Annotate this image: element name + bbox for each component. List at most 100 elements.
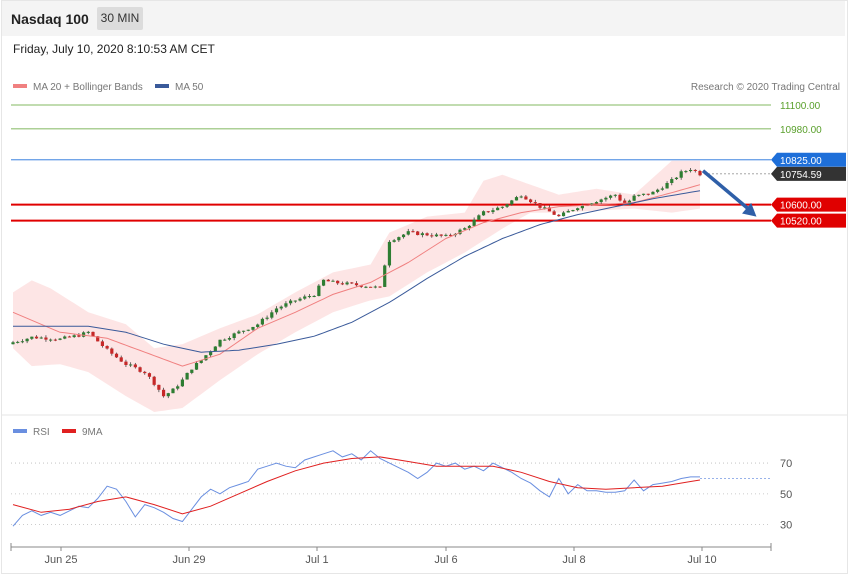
candle-body: [646, 193, 650, 195]
support-2-label-tag: [771, 213, 846, 228]
candle-body: [209, 351, 213, 356]
rsi-tick-label: 50: [780, 489, 792, 501]
candle-body: [138, 367, 142, 372]
candle-body: [241, 330, 246, 332]
candle-body: [604, 197, 608, 200]
candle-body: [114, 353, 119, 358]
candle-body: [392, 240, 396, 242]
candle-body: [274, 308, 279, 313]
candle-body: [618, 194, 622, 201]
candle-body: [25, 338, 29, 342]
candle-body: [340, 283, 344, 285]
candle-body: [670, 179, 674, 183]
candle-body: [608, 195, 613, 198]
candle-body: [533, 202, 537, 204]
candle-body: [143, 371, 147, 374]
candle-body: [157, 384, 161, 390]
candle-body: [246, 329, 250, 331]
candle-body: [467, 225, 472, 229]
candle-body: [336, 280, 340, 284]
instrument-title: Nasdaq 100: [11, 11, 89, 27]
candle-body: [444, 234, 448, 236]
candle-body: [91, 331, 95, 337]
candle-body: [44, 337, 48, 340]
candle-body: [561, 212, 566, 217]
candle-body: [180, 379, 184, 387]
candle-body: [674, 177, 679, 180]
candle-body: [53, 339, 57, 341]
ma20-legend-label: MA 20 + Bollinger Bands: [33, 82, 143, 93]
support-1-label: 10600.00: [780, 201, 822, 212]
rsi-legend-swatch: [13, 429, 27, 433]
candle-body: [317, 285, 321, 296]
rsi-line: [12, 450, 700, 527]
candle-body: [223, 339, 227, 341]
candle-body: [72, 335, 76, 338]
ma50-legend-label: MA 50: [175, 82, 204, 93]
candle-body: [77, 335, 81, 337]
candle-body: [613, 194, 617, 196]
candle-body: [359, 285, 363, 287]
candle-body: [20, 341, 25, 343]
resistance-2-label: 11100.00: [780, 101, 821, 112]
candle-body: [458, 229, 462, 234]
support-1-label-tag: [771, 197, 846, 212]
candle-body: [81, 332, 86, 337]
timestamp: Friday, July 10, 2020 8:10:53 AM CET: [13, 42, 215, 56]
candle-body: [632, 195, 636, 201]
candle-body: [67, 336, 72, 338]
candle-body: [547, 207, 552, 212]
timeframe-button[interactable]: 30 MIN: [97, 7, 143, 30]
candle-body: [354, 283, 359, 286]
candle-body: [279, 306, 283, 309]
candle-body: [477, 215, 481, 220]
candle-body: [39, 337, 43, 339]
rsi-legend-label: RSI: [33, 427, 50, 438]
candle-body: [416, 231, 420, 236]
candle-body: [439, 234, 443, 236]
candle-body: [693, 169, 697, 171]
candle-body: [369, 286, 373, 288]
ma50-line: [13, 190, 701, 353]
candle-body: [124, 361, 128, 365]
ma20-line: [12, 184, 701, 367]
candle-body: [58, 338, 62, 340]
candle-body: [566, 210, 570, 213]
rsi-plot-area: 70 50 30: [11, 450, 792, 532]
last-price-label-tag: [771, 166, 846, 181]
candle-body: [152, 376, 156, 385]
candle-body: [397, 237, 401, 241]
candle-body: [96, 336, 100, 342]
candle-body: [401, 234, 406, 238]
candle-body: [218, 339, 222, 347]
rsi-ma-line: [12, 456, 701, 515]
candle-body: [387, 241, 392, 266]
candle-body: [331, 280, 335, 282]
candle-body: [86, 331, 90, 333]
candle-body: [557, 214, 561, 217]
candle-body: [105, 346, 109, 349]
candle-body: [100, 341, 105, 347]
candle-body: [251, 326, 255, 330]
candle-body: [688, 169, 693, 172]
candle-body: [656, 189, 660, 192]
candle-body: [665, 182, 669, 189]
candle-body: [420, 233, 424, 236]
candle-body: [481, 211, 486, 216]
candle-body: [491, 210, 495, 213]
rsi-ma-legend-swatch: [62, 429, 76, 433]
support-2-label: 10520.00: [780, 217, 822, 228]
candle-body: [260, 318, 264, 325]
candle-body: [321, 279, 326, 286]
candle-body: [133, 364, 137, 368]
candle-body: [580, 205, 584, 209]
candle-body: [698, 170, 702, 176]
candle-body: [500, 206, 504, 208]
candle-body: [679, 171, 683, 178]
candle-body: [312, 295, 316, 297]
candle-body: [289, 300, 293, 304]
copyright-label: Research © 2020 Trading Central: [691, 82, 840, 93]
candle-body: [637, 194, 641, 196]
x-tick-label: Jul 8: [562, 554, 585, 566]
